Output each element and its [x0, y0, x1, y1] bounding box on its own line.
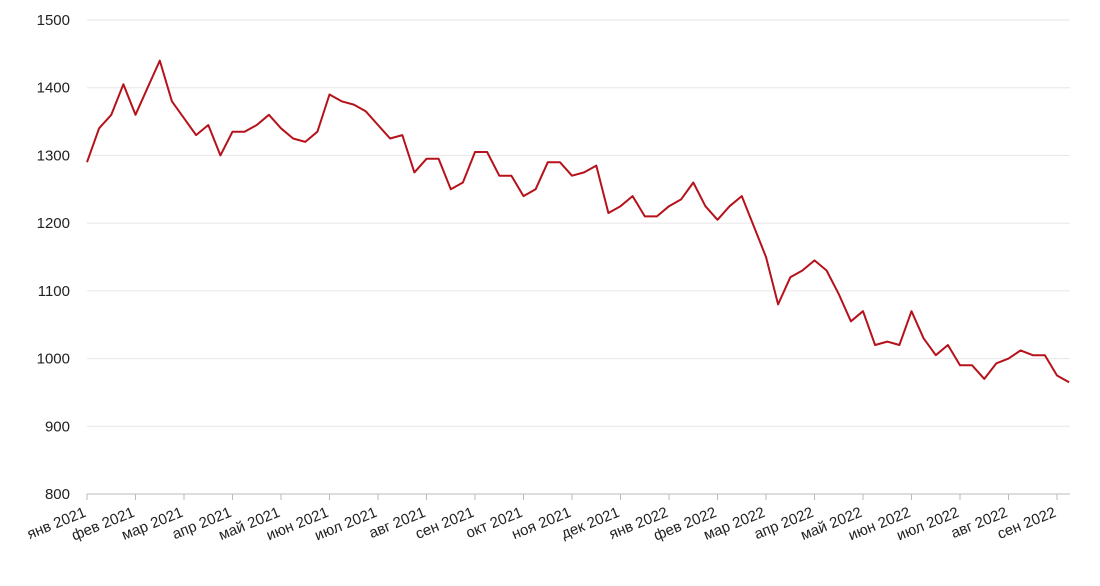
y-tick-label: 1000 [37, 351, 70, 368]
y-tick-label: 1200 [37, 215, 70, 232]
y-tick-label: 1300 [37, 147, 70, 164]
y-tick-label: 1500 [37, 12, 70, 29]
y-tick-label: 900 [45, 418, 70, 435]
line-series [86, 59, 1070, 384]
y-tick-label: 1400 [37, 80, 70, 97]
y-tick-label: 800 [45, 486, 70, 503]
y-tick-label: 1100 [38, 283, 70, 300]
